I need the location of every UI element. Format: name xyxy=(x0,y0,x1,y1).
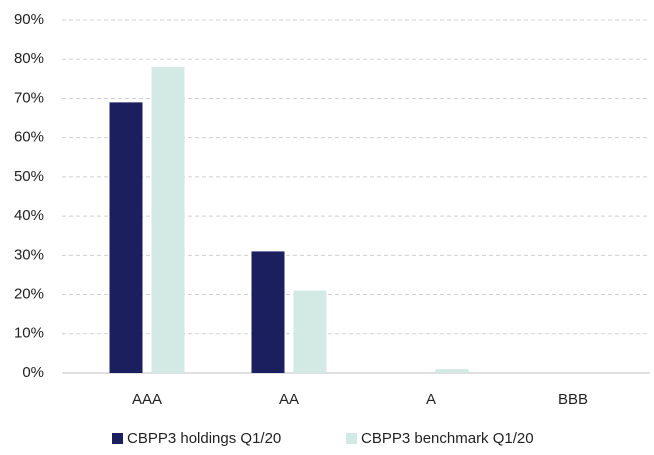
bar xyxy=(151,67,185,374)
legend-label: CBPP3 holdings Q1/20 xyxy=(127,430,281,447)
y-tick-label: 20% xyxy=(14,286,44,303)
legend-swatch xyxy=(112,433,123,444)
y-tick-label: 60% xyxy=(14,129,44,146)
y-tick-label: 0% xyxy=(22,364,44,381)
y-tick-label: 50% xyxy=(14,168,44,185)
y-tick-label: 30% xyxy=(14,246,44,263)
y-tick-label: 80% xyxy=(14,50,44,67)
bar xyxy=(109,102,143,373)
bar xyxy=(293,290,327,373)
x-tick-label: AA xyxy=(279,391,299,408)
bar xyxy=(435,369,469,373)
y-tick-label: 70% xyxy=(14,89,44,106)
x-tick-label: BBB xyxy=(558,391,588,408)
bar xyxy=(251,251,285,373)
x-tick-label: A xyxy=(426,391,436,408)
y-tick-label: 10% xyxy=(14,325,44,342)
legend-label: CBPP3 benchmark Q1/20 xyxy=(361,430,534,447)
legend-swatch xyxy=(346,433,357,444)
y-tick-label: 40% xyxy=(14,207,44,224)
y-tick-label: 90% xyxy=(14,11,44,28)
x-tick-label: AAA xyxy=(132,391,162,408)
